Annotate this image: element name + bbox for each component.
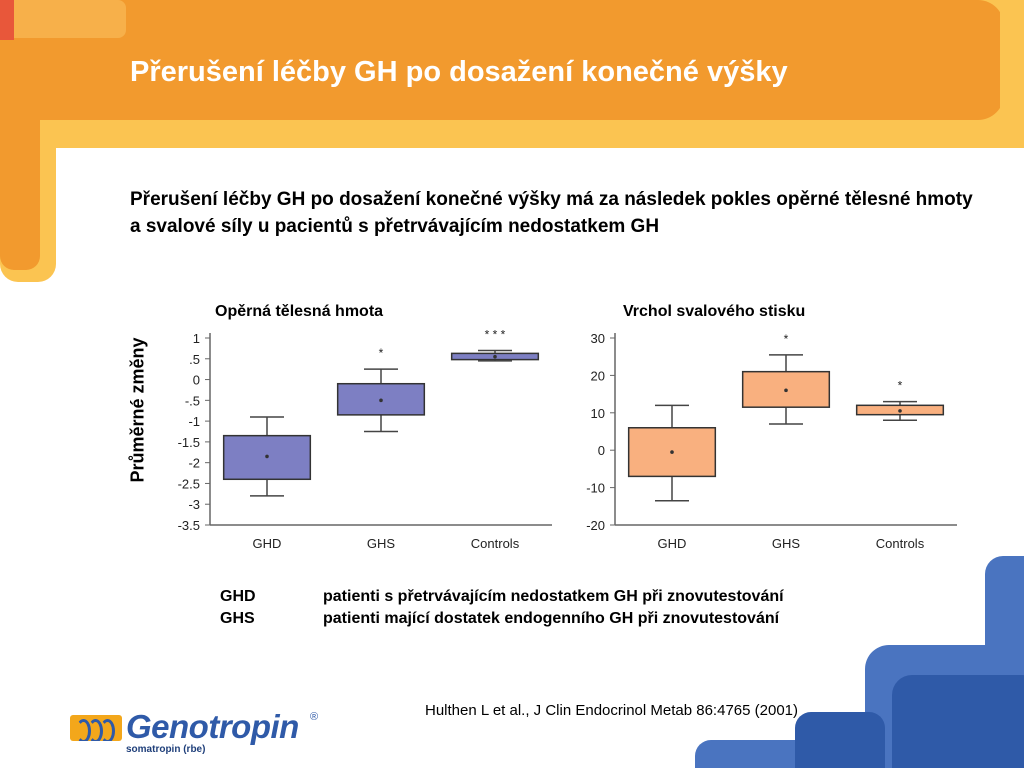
y-tick-label: -2 <box>188 456 200 471</box>
mean-marker <box>265 454 269 459</box>
genotropin-logo: Genotropin ® somatropin (rbe) <box>70 708 340 760</box>
logo-brand: Genotropin <box>126 708 299 745</box>
legend-abbr: GHD <box>220 588 256 605</box>
mean-marker <box>784 388 788 393</box>
category-label: GHS <box>367 536 396 551</box>
box-plot-lean-mass: 1 .5 0 -.5 -1 -1.5 -2 -2.5 -3 -3.5 GHD * GHS * * * Con… <box>178 327 552 551</box>
category-label: GHD <box>658 536 687 551</box>
legend-row: GHD patienti s přetrvávajícím nedostatke… <box>220 586 784 608</box>
citation: Hulthen L et al., J Clin Endocrinol Meta… <box>425 702 799 719</box>
blue-square-e <box>795 712 885 768</box>
logo-subtitle: somatropin (rbe) <box>126 744 206 755</box>
significance-label: * <box>784 332 789 346</box>
y-tick-label: .5 <box>189 352 200 367</box>
significance-label: * <box>898 379 903 393</box>
y-tick-label: -.5 <box>185 393 200 408</box>
y-tick-label: -1.5 <box>178 435 200 450</box>
category-label: Controls <box>876 536 925 551</box>
y-tick-label: 0 <box>193 373 200 388</box>
category-label: Controls <box>471 536 520 551</box>
y-tick-label: -20 <box>586 518 605 533</box>
legend-text: patienti mající dostatek endogenního GH … <box>323 610 780 627</box>
y-tick-label: -3 <box>188 497 200 512</box>
y-tick-label: -1 <box>188 414 200 429</box>
y-tick-label: -2.5 <box>178 476 200 491</box>
mean-marker <box>379 398 383 403</box>
legend: GHD patienti s přetrvávajícím nedostatke… <box>220 586 784 630</box>
legend-text: patienti s přetrvávajícím nedostatkem GH… <box>323 588 784 605</box>
chart-title-lean-mass: Opěrná tělesná hmota <box>215 303 384 320</box>
y-tick-label: 10 <box>591 406 605 421</box>
orange-left-strip <box>0 0 40 270</box>
chart-title-grip: Vrchol svalového stisku <box>623 303 806 320</box>
mean-marker <box>493 354 497 359</box>
slide-title: Přerušení léčby GH po dosažení konečné v… <box>130 56 788 88</box>
y-axis-label: Průměrné změny <box>127 337 148 483</box>
significance-label: * * * <box>485 327 506 341</box>
mean-marker <box>898 409 902 413</box>
logo-mark-icon <box>70 715 122 741</box>
white-notch <box>1000 0 1024 148</box>
y-tick-label: 1 <box>193 331 200 346</box>
slide-subtitle: Přerušení léčby GH po dosažení konečné v… <box>130 189 973 237</box>
y-tick-label: 20 <box>591 368 605 383</box>
y-tick-label: -10 <box>586 481 605 496</box>
category-label: GHS <box>772 536 801 551</box>
orange-band <box>0 0 1004 120</box>
significance-label: * <box>379 346 384 360</box>
legend-abbr: GHS <box>220 610 255 627</box>
red-corner <box>0 0 14 40</box>
y-tick-label: 0 <box>598 443 605 458</box>
legend-row: GHS patienti mající dostatek endogenního… <box>220 608 784 630</box>
logo-registered: ® <box>310 711 319 723</box>
y-tick-label: -3.5 <box>178 518 200 533</box>
y-tick-label: 30 <box>591 331 605 346</box>
category-label: GHD <box>253 536 282 551</box>
mean-marker <box>670 450 674 454</box>
orange-top-square <box>0 0 126 38</box>
box-plot-grip-strength: 30 20 10 0 -10 -20 GHD * GHS * Controls <box>586 331 957 551</box>
blue-square-c <box>892 675 1024 768</box>
